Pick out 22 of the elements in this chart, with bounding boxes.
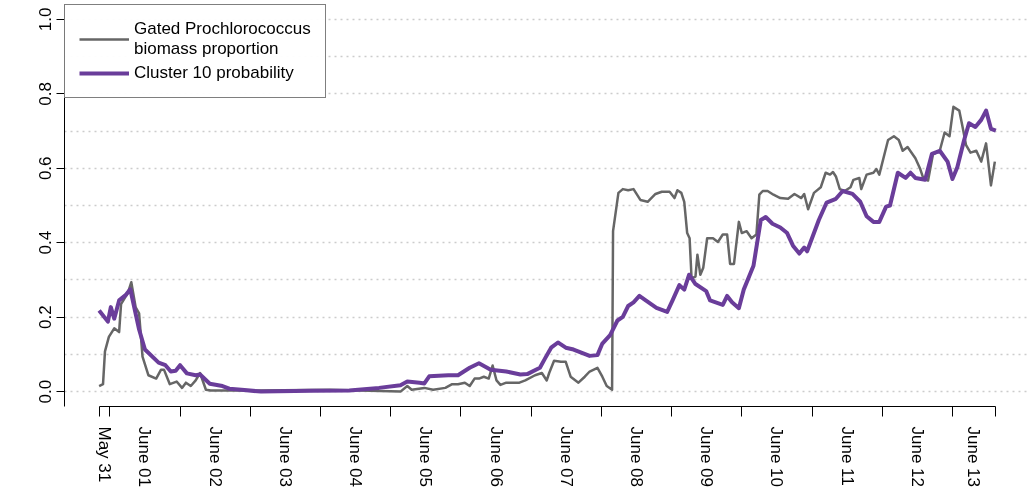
x-tick-label: May 31 xyxy=(94,426,114,483)
x-tick-label: June 06 xyxy=(486,426,506,487)
x-tick-label: June 11 xyxy=(837,426,857,486)
x-tick-label: June 10 xyxy=(767,426,787,487)
x-tick-label: June 08 xyxy=(626,426,646,487)
x-tick-label: June 04 xyxy=(346,426,366,487)
x-tick-label: June 09 xyxy=(697,426,717,487)
x-tick-label: June 07 xyxy=(556,426,576,487)
legend-label: Gated Prochlorococcus biomass proportion xyxy=(134,19,311,59)
x-tick-label: June 02 xyxy=(205,426,225,487)
y-tick-label: 1.0 xyxy=(36,7,56,32)
y-tick-label: 0.8 xyxy=(36,82,56,106)
x-tick-label: June 12 xyxy=(907,426,927,487)
y-tick-label: 0.6 xyxy=(36,156,56,181)
x-tick-label: June 03 xyxy=(275,426,295,487)
legend-label: Cluster 10 probability xyxy=(134,63,294,83)
x-tick-label: June 01 xyxy=(135,426,155,487)
x-tick-label: June 13 xyxy=(964,426,984,487)
x-tick-label: June 05 xyxy=(416,426,436,487)
y-tick-label: 0.2 xyxy=(36,305,56,329)
y-tick-label: 0.0 xyxy=(36,379,56,404)
y-tick-label: 0.4 xyxy=(36,230,56,255)
